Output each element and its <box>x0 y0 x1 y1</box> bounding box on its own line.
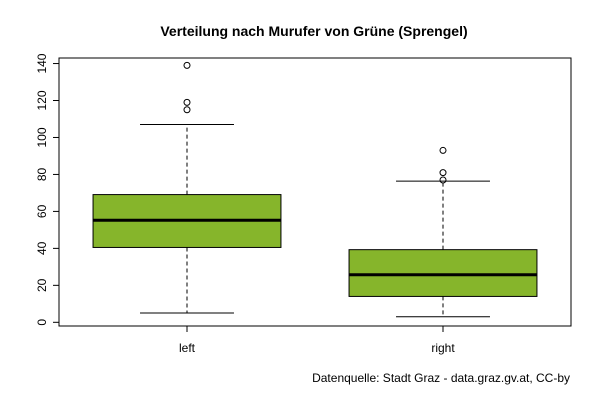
y-tick-label: 100 <box>35 127 49 147</box>
y-tick-label: 40 <box>35 241 49 255</box>
x-tick-label: right <box>431 341 455 355</box>
outlier-point <box>439 146 447 154</box>
y-tick-label: 0 <box>35 319 49 326</box>
y-tick-label: 80 <box>35 167 49 181</box>
outlier-point <box>439 176 447 184</box>
y-tick-label: 120 <box>35 90 49 110</box>
chart-title: Verteilung nach Murufer von Grüne (Spren… <box>160 23 467 39</box>
boxes <box>92 61 538 318</box>
box-left <box>92 61 282 314</box>
outlier-point <box>439 169 447 177</box>
y-tick-label: 140 <box>35 53 49 73</box>
y-tick-label: 20 <box>35 278 49 292</box>
box-right <box>348 146 538 318</box>
y-tick-label: 60 <box>35 204 49 218</box>
x-axis: left right <box>179 326 455 355</box>
data-source-note: Datenquelle: Stadt Graz - data.graz.gv.a… <box>312 371 570 385</box>
iqr-box <box>348 249 538 297</box>
outlier-point <box>183 61 191 69</box>
outlier-point <box>183 106 191 114</box>
y-axis: 0 20 40 60 80 100 120 140 <box>35 53 60 326</box>
x-tick-label: left <box>179 341 196 355</box>
outlier-point <box>183 98 191 106</box>
